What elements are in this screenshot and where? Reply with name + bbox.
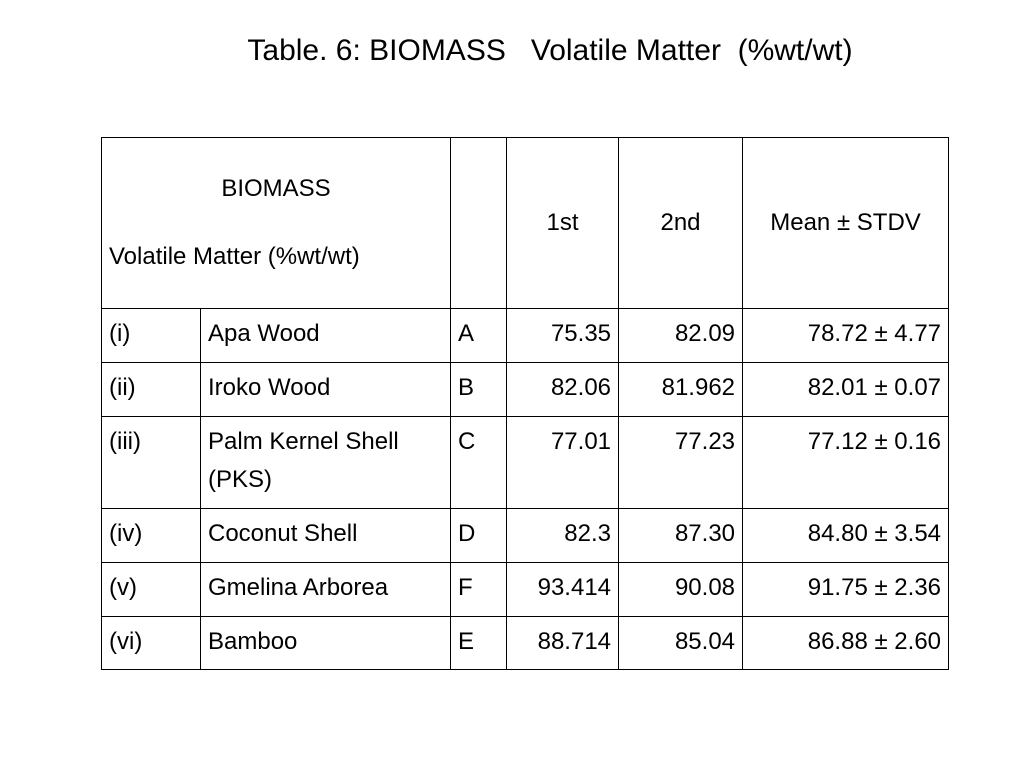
- table-cell: 77.01: [506, 416, 620, 509]
- table-body: BIOMASS Volatile Matter (%wt/wt) 1st 2nd…: [100, 137, 950, 670]
- table-cell: (v): [101, 562, 201, 617]
- table-cell: 82.3: [506, 508, 620, 563]
- table-cell: 82.06: [506, 362, 620, 417]
- header-cell: 2nd: [618, 137, 744, 309]
- table-row: (vi) Bamboo E 88.714 85.04 86.88 ± 2.60: [101, 616, 950, 670]
- table-cell: 90.08: [618, 562, 744, 617]
- table-cell: (i): [101, 308, 201, 363]
- table-cell: B: [450, 362, 508, 417]
- table-cell: Apa Wood: [199, 308, 452, 363]
- table-cell: A: [450, 308, 508, 363]
- header-cell: BIOMASS Volatile Matter (%wt/wt): [100, 137, 452, 309]
- table-row: (iv) Coconut Shell D 82.3 87.30 84.80 ± 3.54: [101, 508, 950, 563]
- table-cell: F: [450, 562, 508, 617]
- table-cell: C: [450, 416, 508, 509]
- header-text: Volatile Matter (%wt/wt): [109, 243, 360, 270]
- table-cell: 77.23: [618, 416, 744, 509]
- title: Table. 6: BIOMASS Volatile Matter (%wt/w…: [247, 34, 853, 67]
- table-cell: 85.04: [618, 616, 744, 670]
- table-cell: 78.72 ± 4.77: [742, 308, 950, 363]
- table-cell: Iroko Wood: [199, 362, 452, 417]
- table-cell: 87.30: [618, 508, 744, 563]
- table-cell: Palm Kernel Shell (PKS): [199, 416, 452, 509]
- table-cell: Gmelina Arborea: [199, 562, 452, 617]
- table-cell: 86.88 ± 2.60: [742, 616, 950, 670]
- table-cell: 82.09: [618, 308, 744, 363]
- table-cell: (ii): [101, 362, 201, 417]
- header-cell: Mean ± STDV: [742, 137, 950, 309]
- table-cell: E: [450, 616, 508, 670]
- table-cell: 75.35: [506, 308, 620, 363]
- data-table: BIOMASS Volatile Matter (%wt/wt) 1st 2nd…: [100, 137, 950, 670]
- table-cell: Bamboo: [199, 616, 452, 670]
- table-cell: 93.414: [506, 562, 620, 617]
- table-row: (i) Apa Wood A 75.35 82.09 78.72 ± 4.77: [101, 308, 950, 363]
- header-text: BIOMASS: [221, 175, 331, 202]
- table-cell: 91.75 ± 2.36: [742, 562, 950, 617]
- table-row: (ii) Iroko Wood B 82.06 81.962 82.01 ± 0.07: [101, 362, 950, 417]
- table-cell: 84.80 ± 3.54: [742, 508, 950, 563]
- table-cell: 82.01 ± 0.07: [742, 362, 950, 417]
- table-cell: Coconut Shell: [199, 508, 452, 563]
- header-cell: 1st: [506, 137, 620, 309]
- table-cell: 81.962: [618, 362, 744, 417]
- header-cell: [450, 137, 508, 309]
- table-cell: 77.12 ± 0.16: [742, 416, 950, 509]
- table-row: (v) Gmelina Arborea F 93.414 90.08 91.75 ± 2.…: [101, 562, 950, 617]
- table-cell: (iii): [101, 416, 201, 509]
- table-row: (iii) Palm Kernel Shell (PKS) C 77.01 77.23 7…: [101, 416, 950, 509]
- table-cell: (vi): [101, 616, 201, 670]
- table-cell: D: [450, 508, 508, 563]
- header-row: BIOMASS Volatile Matter (%wt/wt) 1st 2nd…: [100, 137, 950, 309]
- table-cell: (iv): [101, 508, 201, 563]
- table-cell: 88.714: [506, 616, 620, 670]
